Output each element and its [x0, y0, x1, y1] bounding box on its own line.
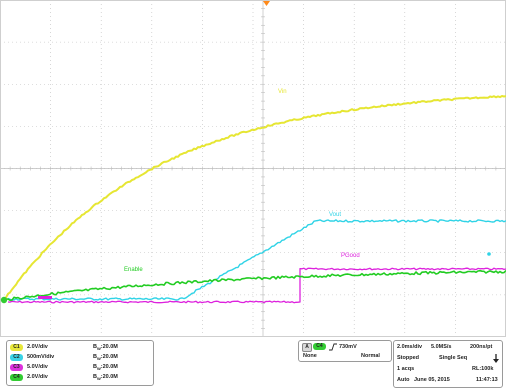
trigger-type: Normal: [361, 353, 380, 359]
channel-badge-1[interactable]: C1: [10, 344, 23, 351]
trigger-mode: Auto: [397, 377, 410, 383]
channel-badge-3[interactable]: C3: [10, 364, 23, 371]
status-panel: C1 2.0V/div BW:20.0M C2 500mV/div BW:20.…: [0, 337, 506, 390]
channel-scale-3: 5.0V/div: [27, 364, 48, 370]
trigger-settings-box[interactable]: A C4 730mV None Normal: [298, 340, 392, 362]
record-length: RL:100k: [472, 366, 494, 372]
pgood-trace: [7, 267, 506, 304]
sample-rate: 5.0MS/s: [431, 344, 452, 350]
channel-row-4[interactable]: C4 2.0V/div BW:20.0M: [10, 373, 152, 383]
resolution: 200ns/pt: [470, 344, 493, 350]
channel-bandwidth-2: BW:20.0M: [93, 354, 118, 362]
trigger-position-marker[interactable]: [263, 1, 270, 6]
channel-settings-box: C1 2.0V/div BW:20.0M C2 500mV/div BW:20.…: [6, 340, 154, 386]
pgood-label: PGood: [341, 253, 360, 259]
trigger-level: 730mV: [339, 344, 357, 350]
channel-scale-1: 2.0V/div: [27, 344, 48, 350]
channel-scale-2: 500mV/div: [27, 354, 55, 360]
channel-badge-2[interactable]: C2: [10, 354, 23, 361]
timebase: 2.0ms/div: [397, 344, 423, 350]
channel-bandwidth-1: BW:20.0M: [93, 344, 118, 352]
enable-label: Enable: [124, 267, 143, 273]
vin-trace: [3, 95, 506, 301]
trigger-source-badge: C4: [313, 343, 326, 350]
trigger-coupling: None: [303, 353, 317, 359]
waveform-traces: Vin Vout Enable PGood: [3, 89, 506, 304]
markers: [0, 1, 491, 304]
channel-row-2[interactable]: C2 500mV/div BW:20.0M: [10, 353, 152, 363]
channel-scale-4: 2.0V/div: [27, 374, 48, 380]
vout-trace: [7, 219, 506, 301]
acquisition-state: Stopped: [397, 355, 419, 361]
ground-reference-marker[interactable]: [0, 296, 8, 304]
acquisition-sequence: Single Seq: [439, 355, 468, 361]
acquisition-count: 1 acqs: [397, 366, 415, 372]
channel-level-dot: [487, 252, 491, 256]
rising-edge-icon: [329, 343, 337, 351]
waveform-display: Vin Vout Enable PGood: [0, 0, 506, 337]
channel-bandwidth-4: BW:20.0M: [93, 374, 118, 382]
channel-badge-4[interactable]: C4: [10, 374, 23, 381]
channel-row-1[interactable]: C1 2.0V/div BW:20.0M: [10, 343, 152, 353]
trigger-mode-badge: A: [302, 343, 312, 352]
graticule: [0, 0, 506, 337]
pgood-offset-marker[interactable]: [38, 296, 52, 299]
channel-bandwidth-3: BW:20.0M: [93, 364, 118, 372]
acquisition-settings-box[interactable]: 2.0ms/div 5.0MS/s 200ns/pt Stopped Singl…: [393, 340, 503, 388]
vin-label: Vin: [278, 89, 287, 95]
capture-date: June 05, 2015: [414, 377, 450, 383]
enable-trace: [3, 269, 506, 302]
capture-time: 11:47:13: [476, 377, 498, 383]
vout-label: Vout: [329, 212, 341, 218]
down-arrow-icon: [493, 354, 499, 363]
channel-row-3[interactable]: C3 5.0V/div BW:20.0M: [10, 363, 152, 373]
